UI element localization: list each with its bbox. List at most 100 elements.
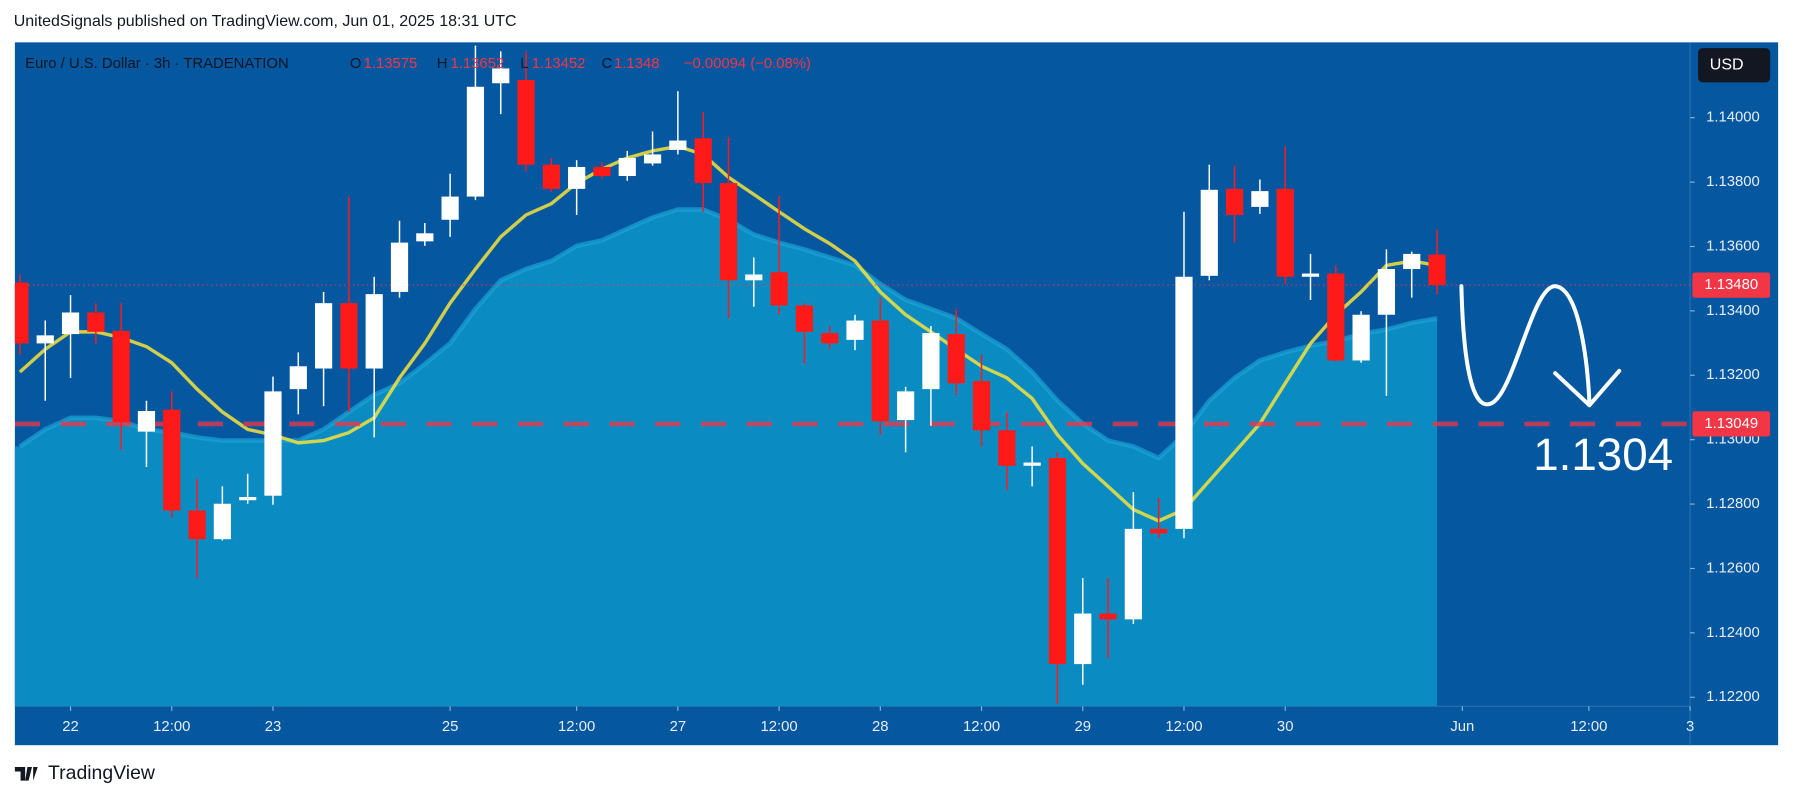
candle-body [441,196,459,220]
candle-body [87,312,105,332]
candle-body [416,233,434,242]
h-value: 1.13652 [451,56,505,72]
candle-body [1276,188,1294,277]
price-tag [1692,272,1771,298]
candle-body [1175,276,1193,529]
candle-body [1352,314,1370,361]
x-tick-label: 12:00 [1570,719,1607,735]
y-tick-label: 1.13400 [1706,303,1760,319]
candle-body [719,183,738,281]
candle-body [1150,528,1168,534]
l-value: 1.13452 [532,56,586,72]
candle-body [745,274,763,281]
candle-body [1403,253,1421,270]
candle-body [314,303,333,369]
candle-body [795,305,813,332]
y-tick-label: 1.14000 [1706,110,1760,126]
ohlc-legend: Euro / U.S. Dollar · 3h · TRADENATION O … [25,56,811,72]
candle-body [1048,458,1067,665]
candle-body [492,68,510,84]
candle-body [972,381,991,431]
candle-body [1428,254,1446,286]
o-value: 1.13575 [364,56,418,72]
candle-body [112,330,130,423]
x-tick-label: 28 [872,719,889,735]
candle-body [239,496,257,501]
h-label: H [437,56,448,72]
candle-body [289,366,307,390]
plot [14,45,1691,707]
x-tick-label: 29 [1074,719,1091,735]
candle-body [36,335,54,344]
candle-body [593,166,611,176]
logo-text: TradingView [48,762,156,784]
candle-body [1327,273,1345,361]
price-tag-label: 1.13049 [1704,416,1758,432]
candle-body [1023,462,1041,466]
candle-body [466,86,485,197]
candle-body [1251,191,1269,207]
candle-body [14,282,29,344]
candle-body [365,294,383,369]
x-tick-label: 12:00 [761,719,798,735]
candle-body [213,503,231,540]
currency-button[interactable] [1698,48,1771,83]
y-tick-label: 1.12200 [1706,689,1760,705]
logo-mark [14,766,38,781]
candle-body [61,312,80,335]
candle-body [694,138,712,184]
change: −0.00094 (−0.08%) [684,56,811,72]
x-tick-label: 12:00 [153,719,190,735]
x-tick-label: 12:00 [1165,719,1202,735]
candle-body [390,242,409,292]
candle-body [1225,188,1244,215]
price-tag [1692,411,1771,437]
x-tick-label: 23 [265,719,282,735]
candle-body [643,154,662,164]
x-tick-label: 12:00 [558,719,595,735]
candle-body [542,164,560,189]
o-label: O [350,56,362,72]
x-tick-label: Jun [1450,719,1474,735]
candle-body [770,272,788,306]
candle-body [1200,189,1218,276]
y-tick-label: 1.13200 [1706,367,1760,383]
symbol: Euro / U.S. Dollar · 3h · TRADENATION [25,56,289,72]
forecast-arrow [1459,284,1592,407]
candle-body [568,166,586,189]
overlay: 1.1304 [1459,284,1673,480]
target-annotation: 1.1304 [1533,429,1673,480]
candle-body [340,303,358,369]
y-tick-label: 1.13600 [1706,238,1760,254]
publisher: UnitedSignals published on TradingView.c… [14,13,517,30]
x-tick-label: 30 [1277,719,1294,735]
candle-body [922,333,940,390]
candle-body [669,140,687,150]
x-tick-label: 25 [442,719,459,735]
price-tag-label: 1.13480 [1704,277,1758,293]
y-tick-label: 1.12400 [1706,625,1760,641]
y-tick-label: 1.12600 [1706,560,1760,576]
currency-label: USD [1710,56,1744,73]
candle-body [871,320,889,422]
candle-body [1124,528,1142,620]
candle-body [264,391,282,496]
arrow-head [1553,368,1622,408]
candle-body [1301,273,1320,277]
y-tick-label: 1.13800 [1706,174,1760,190]
logo: TradingView [14,762,156,784]
x-tick-label: 27 [670,719,687,735]
area-fill [14,209,1438,707]
candle-body [821,333,839,344]
candle-body [1074,613,1092,665]
c-label: C [601,56,612,72]
candle-body [163,409,181,511]
candle-body [998,430,1016,466]
candle-body [1099,613,1117,620]
candle-body [947,334,965,384]
candle-body [618,157,636,176]
l-label: L [520,56,528,72]
candle-body [137,411,156,432]
candle-body [517,80,535,165]
